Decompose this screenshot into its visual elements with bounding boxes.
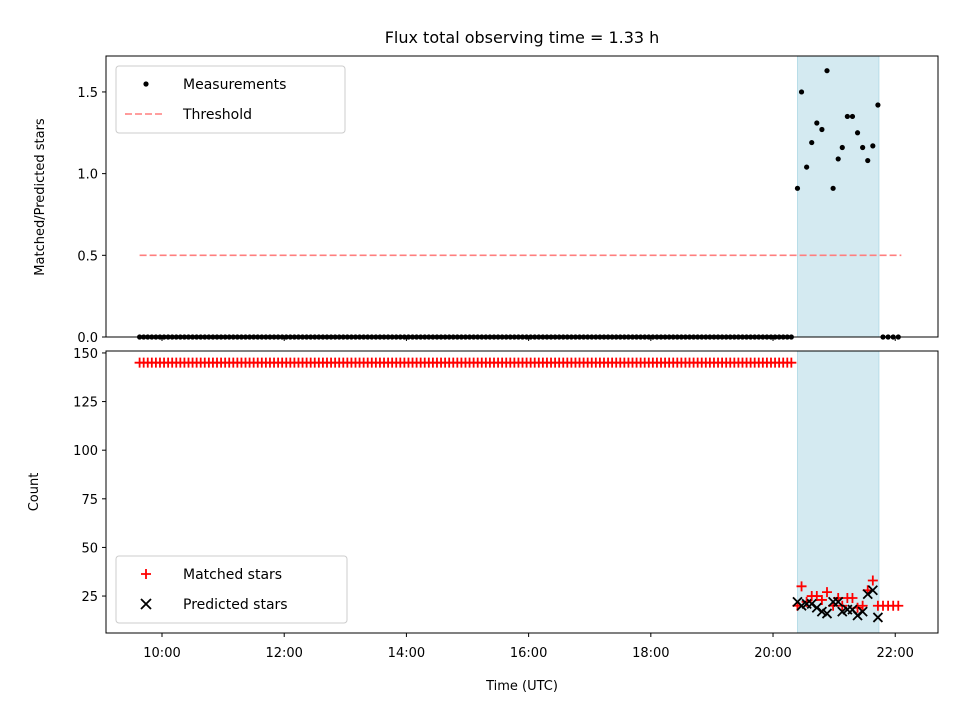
observing-window-shade xyxy=(797,55,880,338)
measurement-point xyxy=(844,113,850,120)
legend-box xyxy=(115,65,346,134)
y-tick-label: 0.5 xyxy=(77,249,98,264)
axes-frame xyxy=(105,350,939,634)
measurement-point xyxy=(830,185,836,191)
x-tick-label: 22:00 xyxy=(876,646,913,661)
y-tick-label: 100 xyxy=(73,444,98,459)
x-tick-label: 16:00 xyxy=(510,646,547,661)
y-tick-label: 1.0 xyxy=(77,168,98,183)
legend-label: Matched stars xyxy=(183,567,282,583)
axes-frame xyxy=(105,55,939,338)
matched-star-point xyxy=(786,357,797,368)
y-tick-label: 75 xyxy=(81,493,98,508)
measurement-point xyxy=(798,89,805,95)
legend-label: Predicted stars xyxy=(183,597,288,613)
x-tick-label: 10:00 xyxy=(143,646,180,661)
y-tick-label: 25 xyxy=(81,590,98,605)
matched-star-point xyxy=(857,600,868,611)
matched-star-point xyxy=(893,600,904,611)
measurement-point xyxy=(875,102,881,108)
matched-star-point xyxy=(816,594,827,605)
predicted-star-point xyxy=(833,596,844,608)
measurement-point xyxy=(870,143,876,149)
bottom-y-axis-label: Count xyxy=(27,473,42,512)
x-tick-label: 14:00 xyxy=(388,646,425,661)
y-tick-label: 50 xyxy=(81,541,98,556)
predicted-star-point xyxy=(872,612,884,623)
predicted-star-point xyxy=(867,585,878,596)
count-panel: 25 50 75 100 125 150 10:00 12:00 14:00 16:00 18:00… xyxy=(73,347,939,661)
top-y-axis-label: Matched/Predicted stars xyxy=(33,118,48,276)
predicted-star-point xyxy=(857,606,868,617)
matched-star-point xyxy=(867,575,878,586)
y-tick-label: 150 xyxy=(73,347,98,362)
matched-star-point xyxy=(847,592,858,603)
measurement-point xyxy=(865,157,871,164)
matched-star-point xyxy=(796,581,807,592)
measurement-point xyxy=(839,144,845,151)
matched-star-point xyxy=(811,591,822,602)
measurement-point xyxy=(819,126,825,133)
x-tick-label: 20:00 xyxy=(754,646,791,661)
legend-matched-marker xyxy=(141,569,151,579)
measurement-point xyxy=(824,68,830,74)
y-tick-label: 125 xyxy=(73,396,98,411)
legend-label: Measurements xyxy=(183,77,286,93)
measurement-point xyxy=(854,130,861,136)
x-tick-label: 12:00 xyxy=(265,646,302,661)
measurement-point xyxy=(814,120,820,126)
measurement-point xyxy=(809,139,815,146)
legend-label: Threshold xyxy=(182,107,252,123)
y-tick-label: 1.5 xyxy=(77,86,98,101)
measurement-point xyxy=(794,185,801,191)
measurement-point xyxy=(804,164,810,170)
legend-measurement-marker xyxy=(143,81,149,87)
ratio-panel: 0.0 0.5 1.0 1.5 Measurements Threshold xyxy=(77,55,939,346)
x-axis-label: Time (UTC) xyxy=(485,679,558,694)
legend-predicted-marker xyxy=(140,598,152,610)
predicted-star-point xyxy=(821,608,833,619)
measurement-point xyxy=(849,113,856,120)
y-tick-label: 0.0 xyxy=(77,331,98,346)
legend-box xyxy=(115,555,348,624)
matched-star-point xyxy=(821,587,832,598)
chart-title: Flux total observing time = 1.33 h xyxy=(385,28,660,47)
measurement-point xyxy=(835,156,841,162)
measurement-point xyxy=(860,144,866,151)
x-tick-label: 18:00 xyxy=(632,646,669,661)
